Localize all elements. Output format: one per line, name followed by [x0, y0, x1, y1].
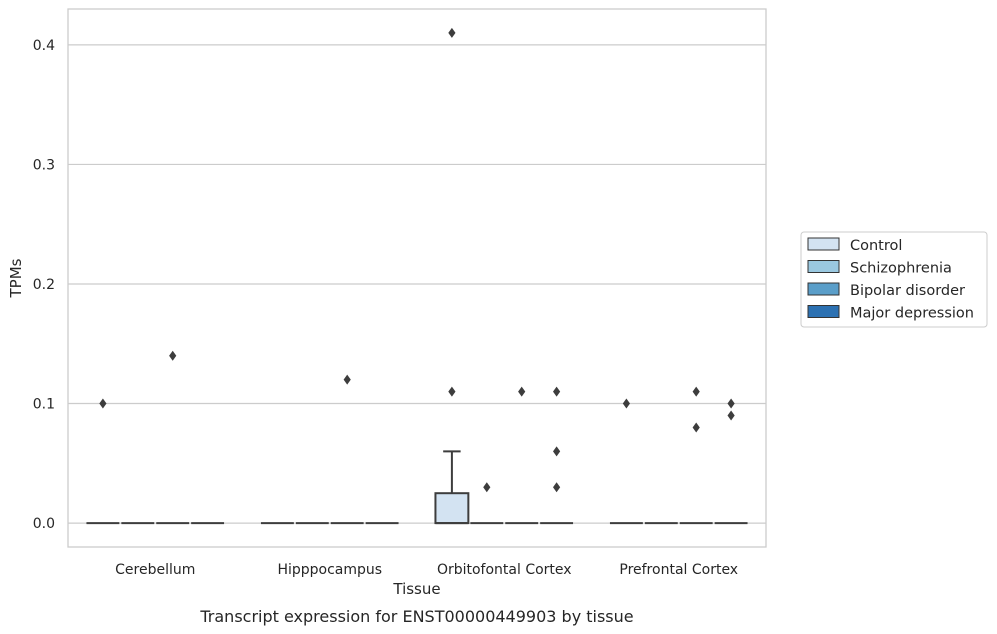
legend-swatch [807, 237, 840, 251]
legend-label: Bipolar disorder [850, 283, 965, 299]
x-axis-ticks: Cerebellum Hipppocampus Orbitofontal Corte… [115, 562, 738, 578]
legend-label: Major depression [850, 306, 974, 322]
outlier-point [99, 398, 107, 409]
outlier-point [727, 398, 735, 409]
legend-swatch [807, 305, 840, 318]
legend: Control Schizophrenia Bipolar disorder Majo… [800, 231, 988, 328]
outlier-point [518, 386, 526, 397]
x-axis-label: Tissue [392, 580, 440, 598]
y-axis-label: TPMs [7, 258, 25, 298]
grid-lines [68, 44, 766, 524]
legend-label: Schizophrenia [850, 261, 952, 277]
outlier-point [727, 410, 735, 421]
outlier-point [483, 482, 491, 493]
y-tick-label: 0.3 [33, 157, 55, 173]
outlier-point [553, 446, 561, 457]
box-control [434, 450, 470, 525]
x-tick-label: Hipppocampus [277, 562, 382, 578]
outlier-point [343, 374, 351, 385]
legend-swatch [807, 260, 840, 273]
legend-label: Control [850, 238, 902, 254]
x-tick-label: Prefrontal Cortex [619, 562, 738, 578]
y-axis-ticks: 0.0 0.1 0.2 0.3 0.4 [33, 38, 55, 532]
outliers [99, 27, 735, 493]
legend-swatch [807, 282, 840, 296]
outlier-point [553, 482, 561, 493]
outlier-point [692, 386, 700, 397]
outlier-point [448, 386, 456, 397]
box-body [434, 492, 470, 525]
outlier-point [448, 27, 456, 38]
x-tick-label: Orbitofontal Cortex [437, 562, 572, 578]
chart-caption: Transcript expression for ENST0000044990… [199, 607, 633, 626]
y-tick-label: 0.2 [33, 277, 55, 293]
outlier-point [622, 398, 630, 409]
outlier-point [553, 386, 561, 397]
y-tick-label: 0.1 [33, 397, 55, 413]
outlier-point [169, 350, 177, 361]
y-tick-label: 0.0 [33, 516, 55, 532]
boxes [86, 450, 748, 525]
x-tick-label: Cerebellum [115, 562, 195, 578]
outlier-point [692, 422, 700, 433]
legend-frame [800, 231, 988, 328]
plot-frame [67, 8, 767, 548]
y-tick-label: 0.4 [33, 38, 55, 54]
